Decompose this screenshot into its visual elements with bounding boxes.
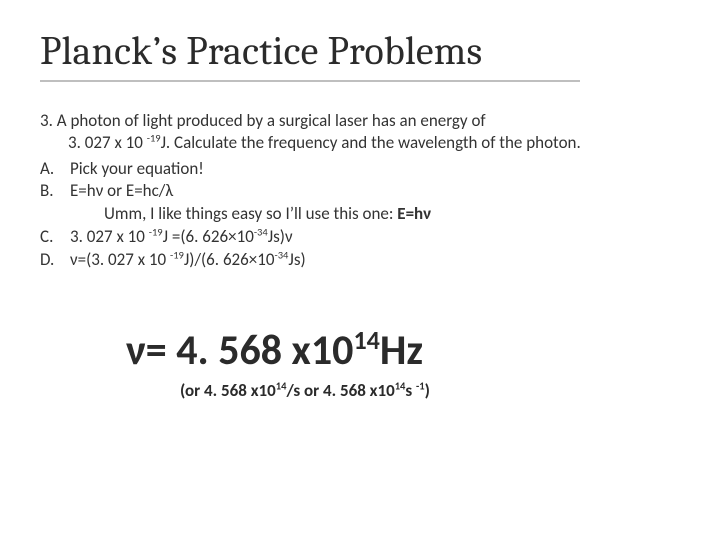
step-b-extra-pre: Umm, I like things easy so I’ll use this… (104, 203, 397, 224)
page-title: Planck’s Practice Problems (40, 28, 680, 74)
stem-line2-post: J. Calculate the frequency and the wavel… (161, 132, 581, 153)
step-b-letter: B. (40, 180, 70, 202)
problem-body: 3. A photon of light produced by a surgi… (40, 110, 680, 402)
step-d-mid: J)/(6. 626×10 (184, 249, 275, 270)
step-a-text: Pick your equation! (70, 158, 680, 180)
step-c-sup2: -34 (254, 225, 268, 238)
answer-sub-sup1: 14 (276, 379, 287, 392)
step-b-extra: Umm, I like things easy so I’ll use this… (40, 203, 680, 225)
answer-sub: (or 4. 568 x1014/s or 4. 568 x1014s -1) (126, 380, 680, 402)
answer-sub-pre: (or 4. 568 x10 (180, 380, 276, 401)
step-d-pre1: ν=(3. 027 x 10 (70, 249, 170, 270)
stem-line2-pre: 3. 027 x 10 (68, 132, 147, 153)
step-c-text: 3. 027 x 10 -19J =(6. 626×10-34Js)ν (70, 226, 680, 248)
step-d-post: Js) (288, 249, 305, 270)
step-c-sup1: -19 (149, 225, 163, 238)
step-d-text: ν=(3. 027 x 10 -19J)/(6. 626×10-34Js) (70, 249, 680, 271)
answer-main-pre: ν= 4. 568 x10 (126, 325, 353, 376)
step-d-sup1: -19 (170, 248, 184, 261)
answer-sub-mid2: s (405, 380, 416, 401)
stem-line2: 3. 027 x 10 -19J. Calculate the frequenc… (40, 132, 680, 154)
step-a-letter: A. (40, 158, 70, 180)
step-a: A. Pick your equation! (40, 158, 680, 180)
step-d: D. ν=(3. 027 x 10 -19J)/(6. 626×10-34Js) (40, 249, 680, 271)
problem-number: 3. (40, 110, 53, 131)
step-b-text: E=hν or E=hc/λ (70, 180, 680, 202)
step-b-extra-bold: E=hν (397, 203, 431, 224)
answer-main-sup: 14 (353, 324, 379, 356)
answer-sub-post: ) (425, 380, 430, 401)
step-c-pre1: 3. 027 x 10 (70, 226, 149, 247)
title-underline (40, 80, 580, 82)
answer-main-post: Hz (380, 325, 423, 376)
answer-block: ν= 4. 568 x1014Hz (or 4. 568 x1014/s or … (40, 324, 680, 402)
step-c-post: Js)ν (268, 226, 293, 247)
answer-sub-mid: /s or 4. 568 x10 (286, 380, 394, 401)
step-d-letter: D. (40, 249, 70, 271)
step-b: B. E=hν or E=hc/λ (40, 180, 680, 202)
stem-line2-sup: -19 (147, 131, 161, 144)
slide: Planck’s Practice Problems 3. A photon o… (0, 0, 720, 540)
step-c-mid: J =(6. 626×10 (163, 226, 254, 247)
step-c: C. 3. 027 x 10 -19J =(6. 626×10-34Js)ν (40, 226, 680, 248)
answer-sub-sup3: -1 (416, 379, 425, 392)
step-c-letter: C. (40, 226, 70, 248)
step-d-sup2: -34 (275, 248, 289, 261)
problem-stem: 3. A photon of light produced by a surgi… (40, 110, 680, 154)
answer-sub-sup2: 14 (395, 379, 406, 392)
answer-main: ν= 4. 568 x1014Hz (126, 324, 680, 378)
stem-line1: A photon of light produced by a surgical… (57, 110, 486, 131)
